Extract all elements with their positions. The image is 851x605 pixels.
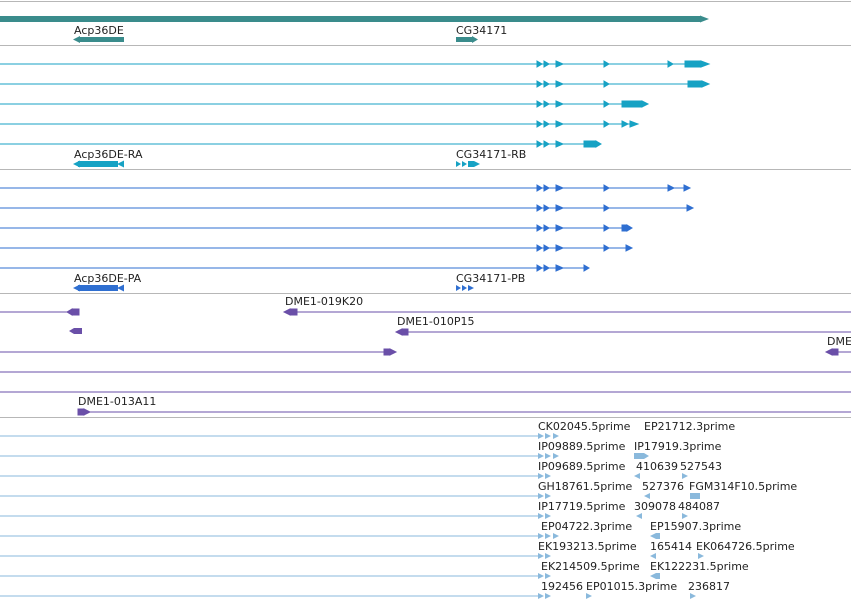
- gene-label-cg34171[interactable]: CG34171: [456, 24, 507, 37]
- est-feature[interactable]: [538, 513, 688, 519]
- clone-row-3[interactable]: [0, 348, 398, 356]
- est-label[interactable]: CK02045.5prime: [538, 420, 631, 433]
- clone-013a11-feature[interactable]: [77, 408, 851, 416]
- est-feature[interactable]: [538, 593, 696, 599]
- est-label[interactable]: 192456: [541, 580, 583, 593]
- rna-label-acp36de-ra[interactable]: Acp36DE-RA: [74, 148, 143, 161]
- est-label[interactable]: GH18761.5prime: [538, 480, 633, 493]
- est-label[interactable]: 236817: [688, 580, 730, 593]
- protein-track: Acp36DE-PA CG34171-PB: [0, 184, 851, 294]
- protein-4[interactable]: [0, 244, 634, 252]
- est-label[interactable]: 410639: [636, 460, 678, 473]
- rna-transcript-4[interactable]: [0, 120, 640, 128]
- gene-acp36de-feature[interactable]: [73, 36, 124, 43]
- est-label[interactable]: EK064726.5prime: [696, 540, 795, 553]
- clone-019k20-feature[interactable]: [282, 308, 851, 316]
- protein-label-acp36de-pa[interactable]: Acp36DE-PA: [74, 272, 142, 285]
- rna-cg34171-rb-feature[interactable]: [456, 161, 480, 167]
- est-label[interactable]: 527543: [680, 460, 722, 473]
- est-label[interactable]: EK193213.5prime: [538, 540, 637, 553]
- protein-label-cg34171-pb[interactable]: CG34171-PB: [456, 272, 525, 285]
- protein-3[interactable]: [0, 224, 633, 232]
- gene-track: Acp36DE CG34171: [0, 1, 851, 46]
- clone-label-013a11[interactable]: DME1-013A11: [78, 395, 156, 408]
- est-label[interactable]: EP21712.3prime: [644, 420, 735, 433]
- est-feature[interactable]: [538, 473, 688, 479]
- est-label[interactable]: 527376: [642, 480, 684, 493]
- est-feature[interactable]: [538, 573, 660, 579]
- est-label[interactable]: EK122231.5prime: [650, 560, 749, 573]
- clone-row-1[interactable]: [0, 308, 80, 316]
- clone-label-dme[interactable]: DME: [827, 335, 851, 348]
- rna-transcript-1[interactable]: [0, 60, 711, 68]
- protein-cg34171-pb-feature[interactable]: [456, 285, 474, 291]
- clone-label-010p15[interactable]: DME1-010P15: [397, 315, 475, 328]
- est-label[interactable]: EP01015.3prime: [586, 580, 677, 593]
- est-label[interactable]: 484087: [678, 500, 720, 513]
- est-label[interactable]: FGM314F10.5prime: [689, 480, 797, 493]
- rna-acp36de-ra-feature[interactable]: [73, 160, 124, 168]
- est-label[interactable]: IP17919.3prime: [634, 440, 722, 453]
- clone-row-2[interactable]: [69, 328, 82, 334]
- est-track: CK02045.5prime EP21712.3prime IP09889.5p…: [0, 420, 797, 599]
- est-label[interactable]: IP09889.5prime: [538, 440, 626, 453]
- est-feature[interactable]: [538, 553, 704, 559]
- est-label[interactable]: EK214509.5prime: [541, 560, 640, 573]
- protein-5[interactable]: [0, 264, 590, 272]
- clone-dme-feature[interactable]: [824, 348, 851, 356]
- gene-cg34171-feature[interactable]: [456, 36, 478, 43]
- clone-label-019k20[interactable]: DME1-019K20: [285, 295, 363, 308]
- clone-010p15-feature[interactable]: [394, 328, 851, 336]
- gene-label-acp36de[interactable]: Acp36DE: [74, 24, 124, 37]
- gene-span-feature[interactable]: [0, 15, 709, 23]
- protein-1[interactable]: [0, 184, 692, 192]
- protein-2[interactable]: [0, 204, 695, 212]
- rna-transcript-5[interactable]: [0, 140, 602, 148]
- rna-transcript-3[interactable]: [0, 100, 650, 108]
- est-label[interactable]: 165414: [650, 540, 692, 553]
- rna-label-cg34171-rb[interactable]: CG34171-RB: [456, 148, 526, 161]
- est-label[interactable]: IP17719.5prime: [538, 500, 626, 513]
- rna-transcript-2[interactable]: [0, 80, 711, 88]
- est-label[interactable]: EP04722.3prime: [541, 520, 632, 533]
- est-label[interactable]: 309078: [634, 500, 676, 513]
- est-feature[interactable]: [538, 453, 649, 459]
- est-feature[interactable]: [538, 533, 660, 539]
- est-label[interactable]: IP09689.5prime: [538, 460, 626, 473]
- rna-track: Acp36DE-RA CG34171-RB: [0, 60, 851, 170]
- est-feature[interactable]: [538, 493, 700, 499]
- est-feature[interactable]: [538, 433, 559, 439]
- clone-track: DME1-019K20 DME1-010P15 DME DME1-013A11: [0, 295, 851, 418]
- est-label[interactable]: EP15907.3prime: [650, 520, 741, 533]
- protein-acp36de-pa-feature[interactable]: [73, 284, 124, 292]
